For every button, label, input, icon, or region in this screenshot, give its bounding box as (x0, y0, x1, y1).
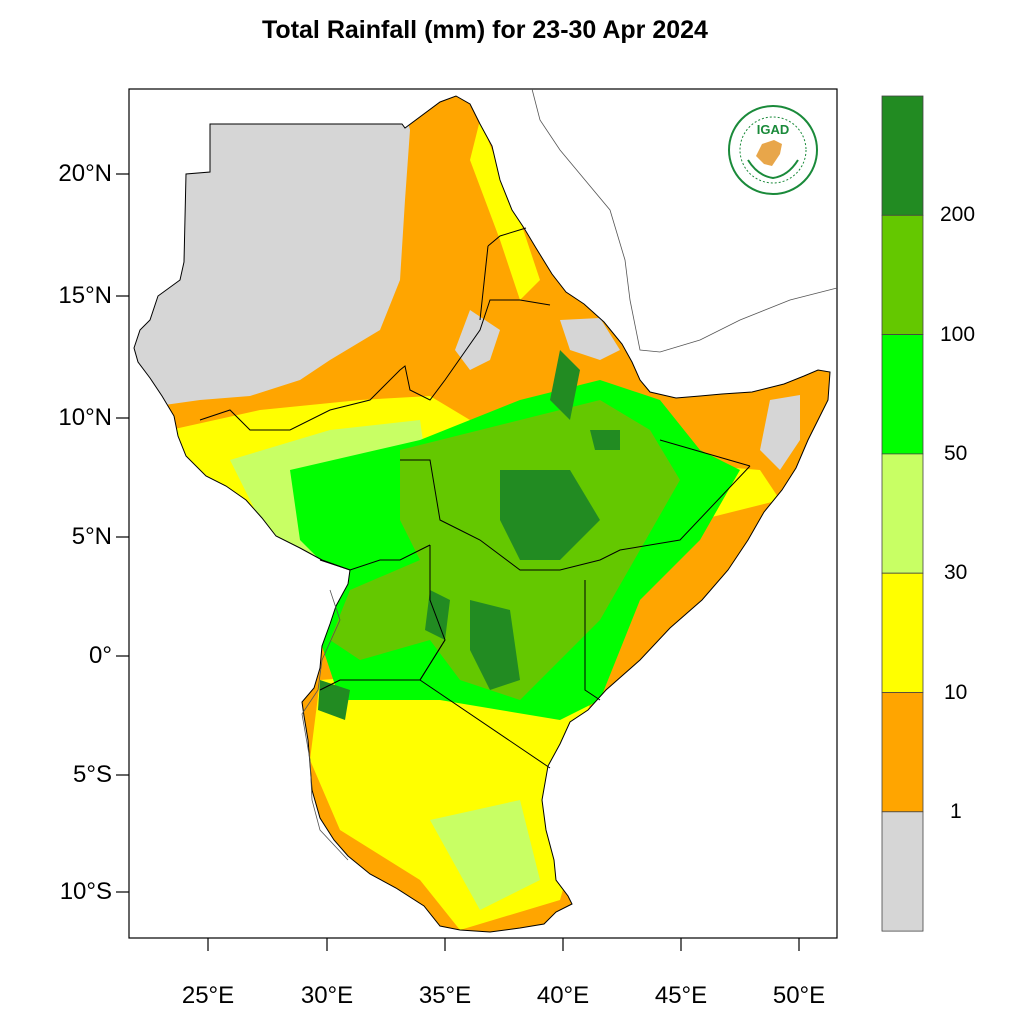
rainfall-band-30-50 (430, 800, 540, 910)
igad-logo: IGAD (718, 104, 828, 196)
colorbar-label: 50 (944, 441, 968, 465)
colorbar-label: 10 (944, 680, 968, 704)
colorbar-swatch (881, 453, 924, 574)
colorbar-swatch (881, 692, 924, 813)
colorbar-swatch (881, 334, 924, 455)
colorbar-swatch (881, 214, 924, 336)
rainfall-band-100-200 (330, 400, 680, 700)
axis-ticks (116, 173, 800, 951)
x-axis-label: 50°E (772, 982, 826, 1009)
map-title: Total Rainfall (mm) for 23-30 Apr 2024 (262, 16, 708, 44)
country-borders (199, 227, 751, 769)
y-axis-label: 5°N (71, 523, 112, 550)
arabian-coastline (531, 88, 838, 353)
western-lakes-shore (301, 589, 349, 861)
rainfall-band-below-1 (560, 318, 620, 360)
x-axis-label: 45°E (654, 982, 708, 1009)
colorbar-swatch (881, 811, 924, 932)
x-axis-label: 25°E (181, 982, 235, 1009)
colorbar-label: 200 (940, 203, 976, 227)
rainfall-band-10-30 (470, 120, 540, 300)
logo-text: IGAD (757, 122, 790, 137)
y-axis-label: 20°N (58, 160, 112, 187)
rainfall-band-above-200 (470, 600, 520, 690)
x-axis-label: 40°E (536, 982, 590, 1009)
colorbar-swatch (881, 572, 924, 693)
rainfall-band-above-200 (590, 430, 620, 450)
colorbar-label: 1 (950, 799, 962, 823)
rainfall-band-above-200 (550, 350, 580, 420)
x-axis-label: 35°E (418, 982, 472, 1009)
logo-africa-map (756, 140, 782, 166)
rainfall-band-below-1 (455, 310, 500, 370)
y-axis-label: 10°S (59, 878, 112, 905)
y-axis-label: 10°N (58, 404, 112, 431)
y-axis-label: 5°S (73, 761, 112, 788)
rainfall-band-below-1 (760, 395, 800, 470)
x-axis-label: 30°E (300, 982, 354, 1009)
colorbar-label: 30 (944, 561, 968, 585)
y-axis-label: 15°N (58, 282, 112, 309)
colorbar (881, 95, 924, 932)
colorbar-label: 100 (940, 322, 976, 346)
y-axis-label: 0° (89, 642, 112, 669)
rainfall-band-above-200 (500, 470, 600, 560)
rainfall-band-above-200 (318, 680, 350, 720)
colorbar-swatch (881, 95, 924, 216)
